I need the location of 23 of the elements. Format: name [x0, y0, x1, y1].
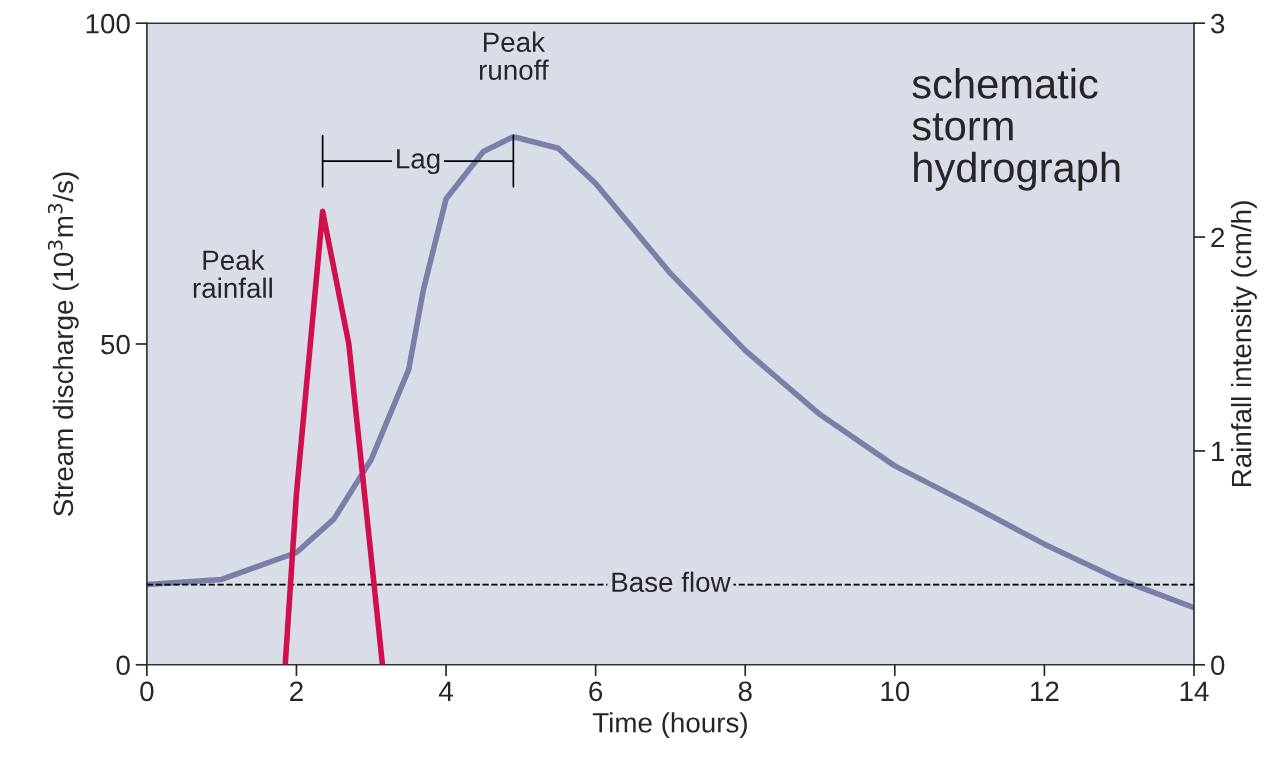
- annotation: schematic storm hydrograph: [912, 68, 1120, 191]
- ref-line-label: Base flow: [612, 571, 731, 593]
- annotation: Peak rainfall: [193, 249, 272, 298]
- x-tick-label: 6: [589, 681, 603, 702]
- x-tick-label: 14: [1180, 681, 1209, 701]
- y2-tick-label: 3: [1211, 13, 1225, 34]
- y2-tick-label: 0: [1211, 655, 1225, 676]
- y-tick-label: 50: [101, 334, 130, 355]
- x-tick-label: 2: [290, 681, 303, 701]
- annotation: Peak runoff: [479, 31, 549, 80]
- x-tick-label: 4: [438, 681, 453, 701]
- y2-axis-title: Rainfall intensity (cm/h): [1230, 201, 1257, 487]
- y2-tick-label: 2: [1211, 227, 1225, 248]
- x-axis-title: Time (hours): [592, 712, 747, 739]
- y-tick-label: 100: [86, 13, 130, 34]
- x-tick-label: 0: [140, 681, 154, 702]
- y-axis-title: Stream discharge (10$^{3}$m$^{3}$/s): [47, 172, 79, 516]
- x-tick-label: 8: [738, 681, 752, 702]
- y-tick-label: 0: [116, 655, 130, 676]
- x-tick-label: 12: [1031, 681, 1059, 701]
- annotation: Lag: [397, 149, 440, 175]
- x-tick-label: 10: [881, 681, 910, 702]
- y2-tick-label: 1: [1212, 441, 1225, 461]
